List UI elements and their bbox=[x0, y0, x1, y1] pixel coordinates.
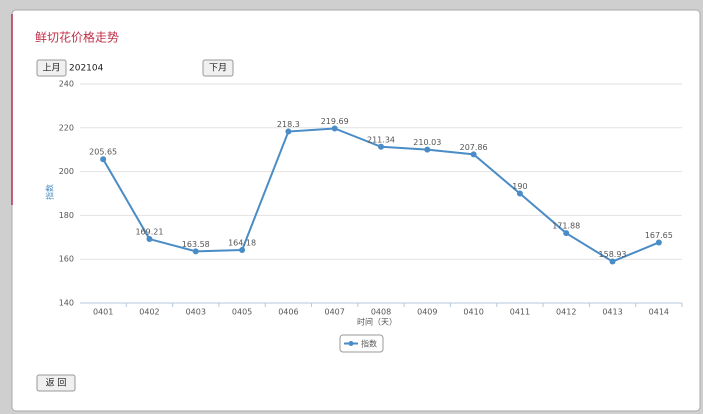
data-label: 167.65 bbox=[645, 231, 673, 240]
y-axis-label: 指数 bbox=[45, 184, 55, 200]
x-axis-label: 时间（天） bbox=[357, 317, 397, 327]
point bbox=[285, 128, 292, 135]
data-label: 190 bbox=[512, 182, 527, 191]
data-label: 219.69 bbox=[321, 117, 349, 126]
point bbox=[146, 236, 153, 243]
x-tick-label: 0408 bbox=[371, 308, 391, 317]
x-tick-label: 0403 bbox=[186, 308, 206, 317]
data-label: 171.88 bbox=[552, 222, 580, 231]
back-button-box[interactable] bbox=[36, 374, 76, 392]
x-tick-label: 0405 bbox=[232, 308, 252, 317]
y-tick-label: 200 bbox=[59, 167, 74, 176]
data-label: 210.03 bbox=[413, 138, 441, 147]
data-label: 205.65 bbox=[89, 148, 117, 157]
x-tick-label: 0402 bbox=[139, 308, 159, 317]
prev-button-box[interactable] bbox=[36, 59, 67, 77]
month-field[interactable]: 202104 bbox=[69, 64, 104, 74]
point bbox=[378, 143, 384, 150]
y-tick-label: 220 bbox=[59, 123, 74, 132]
point bbox=[470, 151, 477, 158]
point bbox=[609, 258, 616, 265]
x-tick-label: 0410 bbox=[463, 308, 483, 317]
data-label: 211.34 bbox=[367, 135, 395, 144]
x-tick-label: 0411 bbox=[510, 308, 530, 317]
point bbox=[331, 125, 338, 132]
point bbox=[563, 230, 570, 237]
prev-button-label[interactable]: 上月 bbox=[42, 63, 60, 74]
point bbox=[192, 248, 199, 255]
data-label: 164.18 bbox=[228, 239, 256, 248]
point bbox=[100, 156, 107, 163]
x-tick-label: 0414 bbox=[649, 308, 669, 317]
y-tick-label: 180 bbox=[59, 211, 74, 220]
y-tick-label: 160 bbox=[59, 255, 74, 264]
prev-button[interactable]: 上月 bbox=[36, 59, 67, 77]
panel bbox=[11, 9, 701, 412]
next-button[interactable]: 下月 bbox=[202, 59, 234, 77]
point bbox=[516, 190, 523, 197]
data-label: 169.21 bbox=[135, 228, 163, 237]
point bbox=[239, 247, 246, 254]
data-label: 158.93 bbox=[599, 250, 627, 259]
x-tick-label: 0412 bbox=[556, 308, 576, 317]
x-tick-label: 0413 bbox=[602, 308, 622, 317]
back-button[interactable]: 返 回 bbox=[36, 374, 76, 392]
point bbox=[424, 146, 431, 153]
next-button-label[interactable]: 下月 bbox=[209, 63, 227, 74]
data-label: 163.58 bbox=[182, 240, 210, 249]
legend bbox=[339, 334, 384, 353]
legend-marker bbox=[348, 341, 354, 346]
page-title: 鲜切花价格走势 bbox=[35, 30, 119, 45]
y-tick-label: 140 bbox=[59, 299, 74, 308]
x-tick-label: 0409 bbox=[417, 308, 437, 317]
legend-label: 指数 bbox=[361, 339, 377, 349]
x-tick-label: 0401 bbox=[93, 308, 113, 317]
data-label: 218.3 bbox=[277, 120, 300, 129]
legend-box bbox=[339, 334, 384, 353]
x-tick-label: 0407 bbox=[325, 308, 345, 317]
point bbox=[655, 239, 662, 246]
back-button-label[interactable]: 返 回 bbox=[46, 377, 67, 389]
y-tick-label: 240 bbox=[59, 80, 74, 89]
next-button-box[interactable] bbox=[202, 59, 234, 77]
data-label: 207.86 bbox=[460, 143, 488, 152]
x-tick-label: 0406 bbox=[278, 308, 298, 317]
